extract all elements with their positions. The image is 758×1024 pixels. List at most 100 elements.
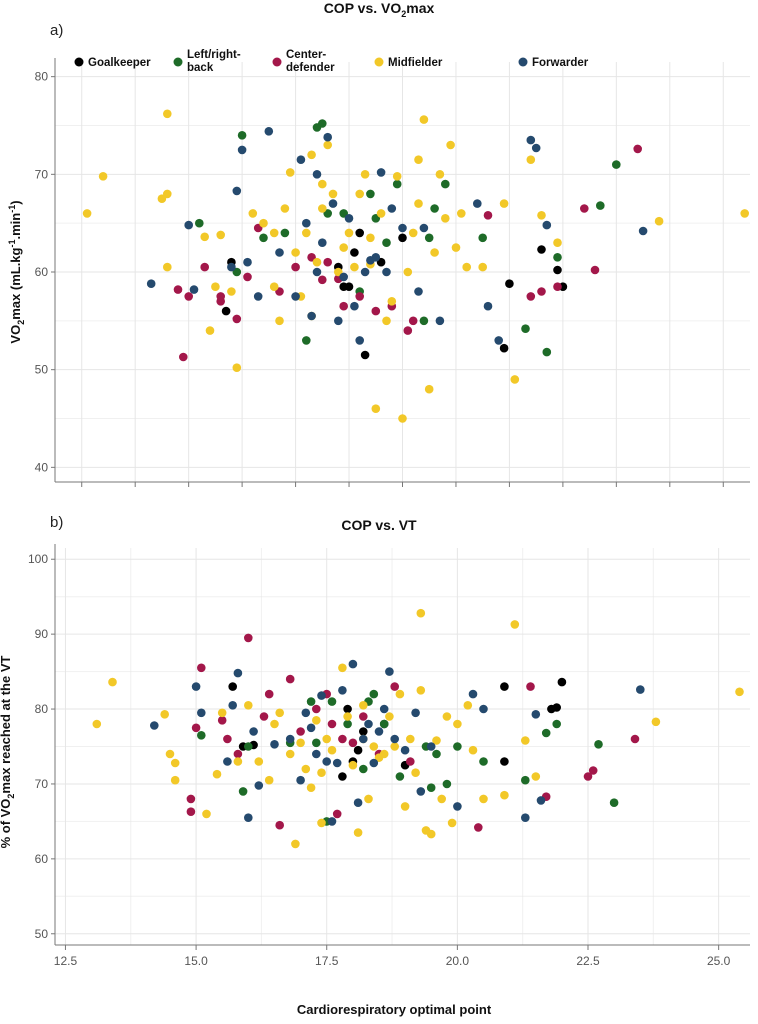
data-point-forwarder xyxy=(414,287,423,296)
data-point-left-right-back xyxy=(542,347,552,357)
data-point-forwarder xyxy=(306,723,316,733)
data-point-midfielder xyxy=(424,384,434,394)
data-point-forwarder xyxy=(344,214,354,223)
data-point-forwarder xyxy=(291,292,300,301)
data-point-midfielder xyxy=(344,228,354,238)
data-point-left-right-back xyxy=(609,798,619,807)
data-point-goalkeeper xyxy=(343,704,352,714)
data-point-forwarder xyxy=(536,796,546,805)
data-point-midfielder xyxy=(248,209,258,218)
data-point-left-right-back xyxy=(366,189,375,199)
data-point-forwarder xyxy=(531,710,541,719)
data-point-midfielder xyxy=(269,282,279,292)
data-point-forwarder xyxy=(638,226,648,236)
data-point-midfielder xyxy=(108,677,117,687)
data-point-forwarder xyxy=(244,813,253,822)
data-point-forwarder xyxy=(419,223,429,233)
data-point-midfielder xyxy=(306,783,316,792)
data-point-forwarder xyxy=(531,143,541,153)
data-point-forwarder xyxy=(264,127,274,136)
data-point-midfielder xyxy=(395,689,405,699)
data-point-center-defender xyxy=(580,204,589,213)
data-point-forwarder xyxy=(473,199,482,208)
data-point-center-defender xyxy=(264,689,274,699)
data-point-left-right-back xyxy=(612,160,621,169)
data-point-left-right-back xyxy=(197,731,206,740)
data-point-center-defender xyxy=(244,633,253,643)
data-point-left-right-back xyxy=(432,749,441,759)
data-point-forwarder xyxy=(302,218,311,228)
data-point-forwarder xyxy=(521,813,530,822)
data-point-goalkeeper xyxy=(344,282,354,292)
data-point-forwarder xyxy=(237,145,247,155)
legend-marker-forwarder xyxy=(518,57,528,67)
data-point-center-defender xyxy=(296,727,305,736)
data-point-center-defender xyxy=(186,794,196,804)
data-point-midfielder xyxy=(233,757,243,766)
data-point-midfielder xyxy=(478,262,488,272)
data-point-midfielder xyxy=(92,719,102,729)
data-point-forwarder xyxy=(374,727,384,736)
data-point-center-defender xyxy=(338,734,347,744)
data-point-midfielder xyxy=(390,742,400,751)
panel-a-vo2max-chart: a) COP vs. VO2max VO2max (mL.kg-1.min-1)… xyxy=(7,0,750,487)
data-point-left-right-back xyxy=(359,764,368,774)
data-point-midfielder xyxy=(163,189,172,199)
data-point-center-defender xyxy=(553,282,562,292)
data-point-midfielder xyxy=(275,316,284,326)
data-point-forwarder xyxy=(400,745,410,755)
data-point-midfielder xyxy=(416,608,426,618)
data-point-midfielder xyxy=(451,243,461,252)
data-point-midfielder xyxy=(447,818,457,828)
data-point-forwarder xyxy=(318,238,327,247)
data-point-midfielder xyxy=(499,199,509,208)
data-point-left-right-back xyxy=(312,123,322,132)
data-point-center-defender xyxy=(390,682,400,691)
data-point-midfielder xyxy=(521,736,530,745)
data-point-midfielder xyxy=(327,745,337,755)
data-point-midfielder xyxy=(165,749,175,759)
data-point-midfielder xyxy=(254,757,264,766)
panel-a-title: COP vs. VO2max xyxy=(324,0,435,19)
legend-item-midfielder: Midfielder xyxy=(374,57,443,69)
data-point-forwarder xyxy=(228,701,237,710)
data-point-midfielder xyxy=(216,230,225,240)
data-point-midfielder xyxy=(312,257,322,267)
data-point-forwarder xyxy=(359,734,368,744)
data-point-forwarder xyxy=(387,204,397,213)
panel-a-label: a) xyxy=(50,22,63,39)
data-point-midfielder xyxy=(339,243,349,252)
data-point-midfielder xyxy=(227,287,236,296)
data-point-midfielder xyxy=(416,686,426,695)
data-point-left-right-back xyxy=(195,218,204,228)
data-point-midfielder xyxy=(200,232,209,242)
data-point-goalkeeper xyxy=(359,727,368,736)
data-point-center-defender xyxy=(339,301,349,311)
data-point-midfielder xyxy=(408,228,418,238)
data-point-midfielder xyxy=(348,760,358,770)
data-point-forwarder xyxy=(338,686,347,695)
data-point-center-defender xyxy=(184,292,193,301)
data-point-midfielder xyxy=(163,109,172,119)
data-point-midfielder xyxy=(296,738,305,748)
data-point-left-right-back xyxy=(237,131,247,140)
data-point-center-defender xyxy=(408,316,418,326)
data-point-forwarder xyxy=(390,734,400,744)
data-point-midfielder xyxy=(232,363,242,373)
data-point-forwarder xyxy=(254,781,264,790)
data-point-left-right-back xyxy=(594,740,603,749)
data-point-center-defender xyxy=(275,820,285,830)
data-point-center-defender xyxy=(318,275,327,285)
data-point-midfielder xyxy=(537,211,546,220)
data-point-midfielder xyxy=(400,802,410,811)
legend-item-center-defender: Center-defender xyxy=(272,49,335,74)
data-point-forwarder xyxy=(364,719,373,729)
legend-label: Goalkeeper xyxy=(88,57,151,69)
data-point-midfielder xyxy=(264,775,274,785)
data-point-midfielder xyxy=(437,794,447,804)
data-point-center-defender xyxy=(359,712,368,721)
data-point-midfielder xyxy=(353,828,363,837)
data-point-center-defender xyxy=(285,674,295,684)
data-point-midfielder xyxy=(392,172,402,181)
